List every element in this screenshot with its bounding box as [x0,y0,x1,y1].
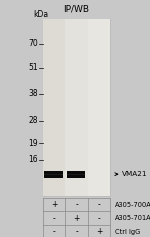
Text: +: + [73,214,80,223]
Text: -: - [98,200,100,209]
Bar [65,19,88,196]
Text: +: + [96,227,102,236]
Text: 16: 16 [29,155,38,164]
Text: Ctrl IgG: Ctrl IgG [115,229,140,235]
Text: 28: 28 [29,116,38,125]
Bar [67,171,85,178]
Bar [44,173,63,174]
Text: +: + [51,200,57,209]
Text: 19: 19 [29,139,38,148]
Text: -: - [98,214,100,223]
Bar [44,171,63,178]
Text: kDa: kDa [34,10,49,19]
Text: A305-701A-M: A305-701A-M [115,215,150,221]
Text: A305-700A-M: A305-700A-M [115,202,150,208]
Text: 51: 51 [29,63,38,72]
Text: -: - [75,200,78,209]
Bar [67,173,85,174]
Bar [88,19,110,196]
Text: 70: 70 [28,39,38,48]
Text: IP/WB: IP/WB [63,5,90,14]
Text: VMA21: VMA21 [122,171,148,177]
Bar [43,19,110,196]
Text: 38: 38 [29,89,38,98]
Bar [43,19,65,196]
Text: -: - [53,214,55,223]
Text: -: - [53,227,55,236]
Text: -: - [75,227,78,236]
